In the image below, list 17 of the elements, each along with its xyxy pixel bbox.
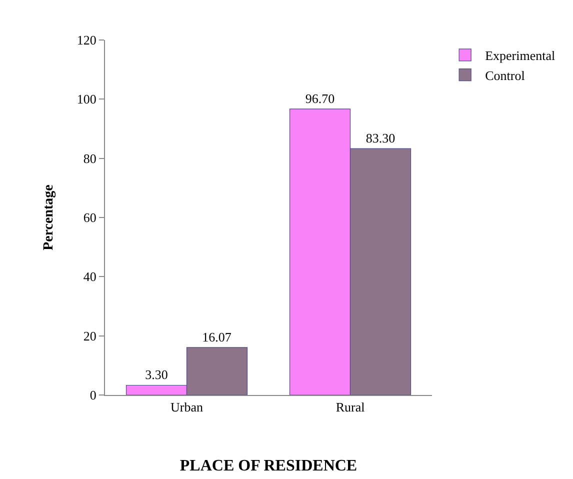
y-tick-label: 80 bbox=[83, 150, 96, 166]
legend-label: Experimental bbox=[485, 48, 556, 64]
data-label: 83.30 bbox=[366, 130, 396, 146]
y-tick-label: 120 bbox=[76, 32, 96, 48]
legend-label: Control bbox=[485, 68, 526, 83]
x-tick-label: Rural bbox=[336, 400, 366, 415]
y-tick-label: 40 bbox=[83, 269, 96, 284]
y-tick-label: 60 bbox=[83, 210, 96, 226]
data-label: 16.07 bbox=[202, 329, 232, 344]
x-axis-title: PLACE OF RESIDENCE bbox=[180, 457, 358, 474]
x-tick-label: Urban bbox=[170, 400, 204, 415]
y-axis-title: Percentage bbox=[42, 184, 56, 250]
y-tick-label: 20 bbox=[83, 328, 96, 344]
y-tick-label: 100 bbox=[76, 92, 96, 107]
data-label: 3.30 bbox=[145, 367, 168, 382]
data-label: 96.70 bbox=[305, 90, 335, 106]
y-tick-label: 0 bbox=[90, 388, 96, 403]
